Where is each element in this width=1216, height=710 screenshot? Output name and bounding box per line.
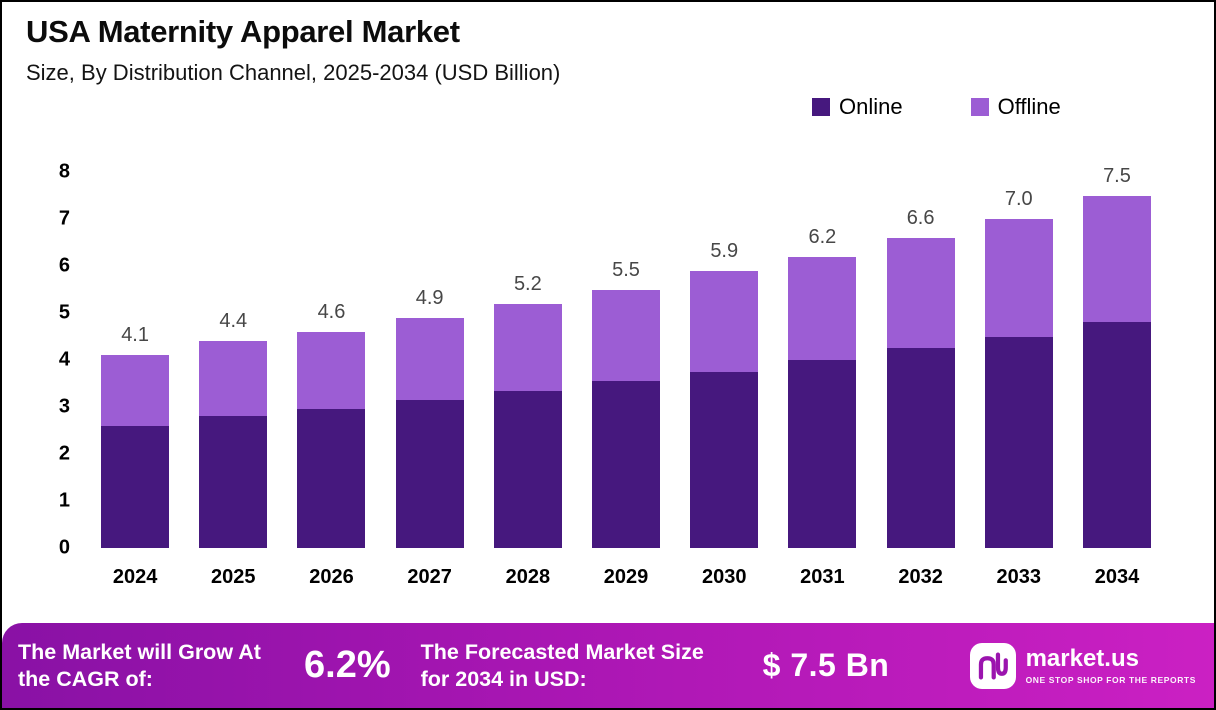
bar-group: 4.9 2027: [381, 172, 479, 588]
x-axis-label: 2029: [603, 566, 649, 588]
legend-item-online: Online: [812, 94, 903, 120]
bar-segment-online: [592, 381, 661, 548]
legend-label: Online: [839, 94, 903, 119]
bar-segment-online: [395, 399, 464, 548]
bar-segment-offline: [886, 237, 955, 349]
y-axis-tick: 3: [58, 395, 70, 418]
bar-stack: [886, 237, 955, 548]
bar-segment-offline: [1082, 195, 1151, 323]
bar-segment-online: [886, 348, 955, 548]
bar-total-label: 4.6: [317, 300, 346, 323]
bar-stack: [297, 331, 366, 548]
x-axis-label: 2031: [800, 566, 845, 588]
bar-group: 6.2 2031: [773, 172, 871, 588]
x-axis-label: 2032: [898, 566, 943, 588]
bar-group: 4.6 2026: [282, 172, 380, 588]
brand-name: market.us: [1025, 645, 1139, 673]
bar-group: 7.5 2034: [1068, 165, 1166, 588]
bar-group: 4.1 2024: [86, 172, 184, 588]
bar-total-label: 4.4: [219, 310, 248, 333]
forecast-label: The Forecasted Market Size for 2034 in U…: [420, 639, 704, 691]
bar-group: 6.6 2032: [872, 172, 970, 588]
bar-segment-online: [788, 360, 857, 548]
brand-text: market.us ONE STOP SHOP FOR THE REPORTS: [1025, 645, 1196, 685]
bar-segment-offline: [493, 303, 562, 391]
x-axis-label: 2024: [112, 566, 158, 588]
footer-banner: The Market will Grow At the CAGR of: 6.2…: [2, 623, 1214, 708]
legend-item-offline: Offline: [970, 94, 1061, 120]
bar-stack: [395, 317, 464, 548]
bar-segment-online: [297, 409, 366, 548]
legend-swatch: [970, 98, 989, 116]
y-axis: 0 1 2 3 4 5 6 7 8: [30, 161, 70, 559]
bar-segment-offline: [690, 270, 759, 372]
forecast-value: $ 7.5 Bn: [762, 647, 890, 683]
bar-total-label: 4.9: [415, 286, 444, 309]
bar-group: 4.4 2025: [184, 172, 282, 588]
cagr-value: 6.2%: [304, 644, 391, 686]
legend: Online Offline: [812, 94, 1061, 120]
bar-stack: [984, 219, 1053, 548]
y-axis-tick: 5: [58, 301, 70, 324]
bar-segment-offline: [297, 331, 366, 410]
bar-segment-online: [1082, 322, 1151, 548]
bar-group: 5.2 2028: [479, 172, 577, 588]
bar-stack: [493, 303, 562, 548]
bar-total-label: 7.0: [1004, 188, 1033, 210]
bar-segment-online: [101, 425, 170, 548]
bar-total-label: 5.9: [710, 239, 739, 262]
y-axis-tick: 2: [58, 442, 70, 465]
bar-group: 5.5 2029: [577, 172, 675, 588]
legend-label: Offline: [997, 94, 1061, 119]
bar-total-label: 6.6: [906, 206, 935, 229]
y-axis-tick: 7: [58, 207, 70, 230]
y-axis-tick: 8: [58, 160, 70, 183]
x-axis-label: 2034: [1094, 566, 1140, 588]
x-axis-label: 2027: [407, 566, 452, 588]
y-axis-tick: 4: [58, 348, 70, 371]
bar-stack: [788, 256, 857, 548]
bar-segment-offline: [984, 219, 1053, 337]
x-axis-label: 2025: [211, 566, 256, 588]
bar-group: 7.0 2033: [970, 172, 1068, 588]
y-axis-tick: 1: [58, 489, 70, 512]
bar-segment-offline: [592, 289, 661, 382]
bar-segment-offline: [101, 355, 170, 426]
bar-segment-offline: [395, 317, 464, 400]
bar-total-label: 5.5: [612, 258, 640, 281]
bar-total-label: 6.2: [808, 225, 837, 248]
x-axis-label: 2030: [701, 566, 747, 588]
x-axis-label: 2033: [996, 566, 1042, 588]
bar-segment-offline: [788, 256, 857, 360]
bar-total-label: 5.2: [513, 272, 542, 295]
soundwave-icon: [978, 652, 1008, 679]
bar-segment-online: [199, 416, 268, 548]
bar-stack: [592, 289, 661, 548]
bar-segment-online: [690, 371, 759, 548]
y-axis-tick: 6: [58, 254, 70, 277]
bar-group: 5.9 2030: [675, 172, 773, 588]
bar-stack: [101, 355, 170, 548]
bar-segment-online: [493, 390, 562, 548]
cagr-label: The Market will Grow At the CAGR of:: [18, 639, 261, 691]
x-axis-label: 2026: [309, 566, 354, 588]
page-title: USA Maternity Apparel Market: [26, 14, 460, 49]
page-subtitle: Size, By Distribution Channel, 2025-2034…: [26, 60, 561, 85]
bar-total-label: 7.5: [1103, 164, 1131, 187]
bar-total-label: 4.1: [121, 324, 149, 347]
plot-area: 4.1 2024 4.4 2025 4.6 2026 4.9 2027 5.2 2028 5.5 20…: [86, 165, 1166, 588]
y-axis-tick: 0: [58, 536, 70, 559]
brand-tagline: ONE STOP SHOP FOR THE REPORTS: [1025, 674, 1196, 685]
x-axis-label: 2028: [505, 566, 551, 588]
brand: market.us ONE STOP SHOP FOR THE REPORTS: [969, 642, 1196, 689]
bar-stack: [1082, 195, 1151, 548]
bar-segment-offline: [199, 341, 268, 417]
bar-stack: [199, 341, 268, 548]
bar-segment-online: [984, 336, 1053, 548]
legend-swatch: [812, 98, 830, 116]
market-us-logo-icon: [969, 642, 1016, 689]
bar-stack: [690, 270, 759, 548]
